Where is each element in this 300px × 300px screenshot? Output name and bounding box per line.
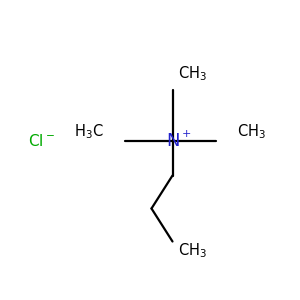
Text: CH$_3$: CH$_3$ <box>178 64 208 83</box>
Text: H$_3$C: H$_3$C <box>74 123 103 141</box>
Text: +: + <box>182 129 191 140</box>
Text: CH$_3$: CH$_3$ <box>178 241 208 260</box>
Text: Cl$^-$: Cl$^-$ <box>28 133 56 149</box>
Text: N: N <box>166 132 179 150</box>
Text: CH$_3$: CH$_3$ <box>237 123 266 141</box>
